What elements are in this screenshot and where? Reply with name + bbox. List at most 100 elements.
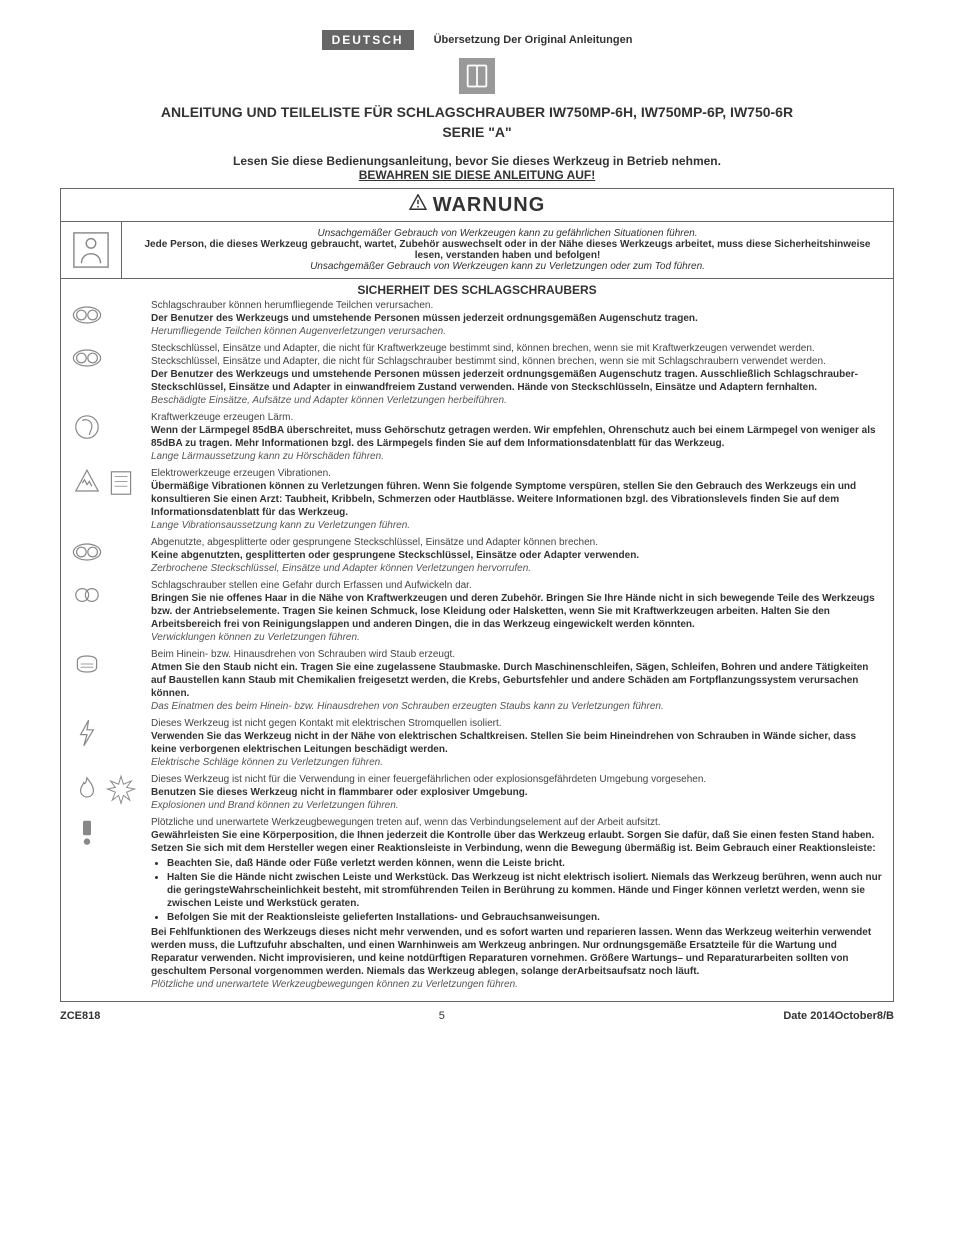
hazard-icons bbox=[71, 411, 141, 443]
hazard-bullet: Beachten Sie, daß Hände oder Füße verlet… bbox=[167, 857, 883, 870]
hazard-icons bbox=[71, 579, 141, 611]
hazard-instruction: Atmen Sie den Staub nicht ein. Tragen Si… bbox=[151, 661, 883, 700]
hazard-consequence: Explosionen und Brand können zu Verletzu… bbox=[151, 799, 883, 812]
lead-line-2: Jede Person, die dieses Werkzeug gebrauc… bbox=[132, 239, 883, 261]
hazard-body: Kraftwerkzeuge erzeugen Lärm.Wenn der Lä… bbox=[151, 411, 883, 463]
footer-date: Date 2014October8/B bbox=[783, 1010, 894, 1022]
page-title: ANLEITUNG UND TEILELISTE FÜR SCHLAGSCHRA… bbox=[60, 104, 894, 120]
caution-icon bbox=[71, 816, 103, 848]
hazard-intro: Steckschlüssel, Einsätze und Adapter, di… bbox=[151, 342, 883, 368]
hazard-icons bbox=[71, 342, 141, 374]
hazard-icons bbox=[71, 816, 141, 848]
hazard-body: Abgenutzte, abgesplitterte oder gesprung… bbox=[151, 536, 883, 575]
hazard-body: Dieses Werkzeug ist nicht gegen Kontakt … bbox=[151, 717, 883, 769]
hazard-consequence: Verwicklungen können zu Verletzungen füh… bbox=[151, 631, 883, 644]
hazard-intro: Plötzliche und unerwartete Werkzeugbeweg… bbox=[151, 816, 883, 829]
hazard-consequence: Beschädigte Einsätze, Aufsätze und Adapt… bbox=[151, 394, 883, 407]
hazard-body: Beim Hinein- bzw. Hinausdrehen von Schra… bbox=[151, 648, 883, 713]
warning-lead-row: Unsachgemäßer Gebrauch von Werkzeugen ka… bbox=[61, 222, 893, 279]
footer-doc-id: ZCE818 bbox=[60, 1010, 100, 1022]
hazard-row: Schlagschrauber können herumfliegende Te… bbox=[71, 299, 883, 338]
hazard-bullet: Halten Sie die Hände nicht zwischen Leis… bbox=[167, 871, 883, 910]
read-instruction: Lesen Sie diese Bedienungsanleitung, bev… bbox=[60, 154, 894, 168]
vibration-icon bbox=[71, 467, 103, 499]
keep-instruction: BEWAHREN SIE DIESE ANLEITUNG AUF! bbox=[60, 168, 894, 182]
footer-page-number: 5 bbox=[439, 1010, 445, 1022]
top-bar: DEUTSCH Übersetzung Der Original Anleitu… bbox=[60, 30, 894, 50]
hazard-row: Steckschlüssel, Einsätze und Adapter, di… bbox=[71, 342, 883, 407]
hazard-bullet-list: Beachten Sie, daß Hände oder Füße verlet… bbox=[151, 857, 883, 924]
hazard-consequence: Lange Vibrationsaussetzung kann zu Verle… bbox=[151, 519, 883, 532]
manual-icon bbox=[105, 467, 137, 499]
hazard-icons bbox=[71, 467, 141, 499]
hazard-intro: Schlagschrauber stellen eine Gefahr durc… bbox=[151, 579, 883, 592]
warning-header: WARNUNG bbox=[61, 189, 893, 222]
safety-section-title: SICHERHEIT DES SCHLAGSCHRAUBERS bbox=[61, 279, 893, 299]
hazard-consequence: Elektrische Schläge können zu Verletzung… bbox=[151, 756, 883, 769]
hazard-instruction: Bringen Sie nie offenes Haar in die Nähe… bbox=[151, 592, 883, 631]
hazard-instruction: Keine abgenutzten, gesplitterten oder ge… bbox=[151, 549, 883, 562]
hazard-instruction: Bei Fehlfunktionen des Werkzeugs dieses … bbox=[151, 926, 883, 978]
hazard-row: Abgenutzte, abgesplitterte oder gesprung… bbox=[71, 536, 883, 575]
hazard-row: Beim Hinein- bzw. Hinausdrehen von Schra… bbox=[71, 648, 883, 713]
mask-icon bbox=[71, 648, 103, 680]
hazard-row: Schlagschrauber stellen eine Gefahr durc… bbox=[71, 579, 883, 644]
hazard-instruction: Wenn der Lärmpegel 85dBA überschreitet, … bbox=[151, 424, 883, 450]
manual-icon bbox=[459, 58, 495, 94]
hazard-row: Dieses Werkzeug ist nicht für die Verwen… bbox=[71, 773, 883, 812]
hazard-icons bbox=[71, 299, 141, 331]
hazard-intro: Elektrowerkzeuge erzeugen Vibrationen. bbox=[151, 467, 883, 480]
hazard-icons bbox=[71, 536, 141, 568]
hazard-consequence: Plötzliche und unerwartete Werkzeugbeweg… bbox=[151, 978, 883, 991]
warning-box: WARNUNG Unsachgemäßer Gebrauch von Werkz… bbox=[60, 188, 894, 1002]
hazard-icons bbox=[71, 648, 141, 680]
explosion-icon bbox=[105, 773, 137, 805]
hazard-icons bbox=[71, 773, 141, 805]
series-label: SERIE "A" bbox=[60, 124, 894, 140]
hazard-intro: Kraftwerkzeuge erzeugen Lärm. bbox=[151, 411, 883, 424]
hazard-body: Schlagschrauber können herumfliegende Te… bbox=[151, 299, 883, 338]
language-badge: DEUTSCH bbox=[322, 30, 414, 50]
hazard-row: Elektrowerkzeuge erzeugen Vibrationen.Üb… bbox=[71, 467, 883, 532]
operator-icon bbox=[61, 222, 122, 278]
entangle-icon bbox=[71, 579, 103, 611]
hazard-instruction: Übermäßige Vibrationen können zu Verletz… bbox=[151, 480, 883, 519]
hazard-intro: Schlagschrauber können herumfliegende Te… bbox=[151, 299, 883, 312]
hazard-row: Dieses Werkzeug ist nicht gegen Kontakt … bbox=[71, 717, 883, 769]
hazard-bullet: Befolgen Sie mit der Reaktionsleiste gel… bbox=[167, 911, 883, 924]
hazard-consequence: Das Einatmen des beim Hinein- bzw. Hinau… bbox=[151, 700, 883, 713]
hazard-row: Plötzliche und unerwartete Werkzeugbeweg… bbox=[71, 816, 883, 991]
fire-icon bbox=[71, 773, 103, 805]
ear-icon bbox=[71, 411, 103, 443]
hazard-instruction: Benutzen Sie dieses Werkzeug nicht in fl… bbox=[151, 786, 883, 799]
warning-label: WARNUNG bbox=[433, 194, 546, 216]
hazard-body: Elektrowerkzeuge erzeugen Vibrationen.Üb… bbox=[151, 467, 883, 532]
hazard-body: Steckschlüssel, Einsätze und Adapter, di… bbox=[151, 342, 883, 407]
hazard-body: Schlagschrauber stellen eine Gefahr durc… bbox=[151, 579, 883, 644]
hazard-row: Kraftwerkzeuge erzeugen Lärm.Wenn der Lä… bbox=[71, 411, 883, 463]
hazard-consequence: Zerbrochene Steckschlüssel, Einsätze und… bbox=[151, 562, 883, 575]
hazard-consequence: Lange Lärmaussetzung kann zu Hörschäden … bbox=[151, 450, 883, 463]
warning-lead-text: Unsachgemäßer Gebrauch von Werkzeugen ka… bbox=[122, 222, 893, 278]
goggles-icon bbox=[71, 299, 103, 331]
hazard-intro: Dieses Werkzeug ist nicht gegen Kontakt … bbox=[151, 717, 883, 730]
lead-line-3: Unsachgemäßer Gebrauch von Werkzeugen ka… bbox=[132, 261, 883, 272]
hazard-icons bbox=[71, 717, 141, 749]
hazard-intro: Dieses Werkzeug ist nicht für die Verwen… bbox=[151, 773, 883, 786]
page-footer: ZCE818 5 Date 2014October8/B bbox=[60, 1010, 894, 1022]
hazard-instruction: Gewährleisten Sie eine Körperposition, d… bbox=[151, 829, 883, 855]
hazard-body: Dieses Werkzeug ist nicht für die Verwen… bbox=[151, 773, 883, 812]
hazard-intro: Abgenutzte, abgesplitterte oder gesprung… bbox=[151, 536, 883, 549]
hazard-instruction: Der Benutzer des Werkzeugs und umstehend… bbox=[151, 368, 883, 394]
warning-triangle-icon bbox=[409, 193, 427, 216]
header-subtitle: Übersetzung Der Original Anleitungen bbox=[434, 34, 633, 46]
hazard-list: Schlagschrauber können herumfliegende Te… bbox=[61, 299, 893, 1001]
goggles-icon bbox=[71, 536, 103, 568]
goggles-icon bbox=[71, 342, 103, 374]
hazard-instruction: Der Benutzer des Werkzeugs und umstehend… bbox=[151, 312, 883, 325]
hazard-body: Plötzliche und unerwartete Werkzeugbeweg… bbox=[151, 816, 883, 991]
hazard-instruction: Verwenden Sie das Werkzeug nicht in der … bbox=[151, 730, 883, 756]
hazard-consequence: Herumfliegende Teilchen können Augenverl… bbox=[151, 325, 883, 338]
electric-icon bbox=[71, 717, 103, 749]
lead-line-1: Unsachgemäßer Gebrauch von Werkzeugen ka… bbox=[132, 228, 883, 239]
